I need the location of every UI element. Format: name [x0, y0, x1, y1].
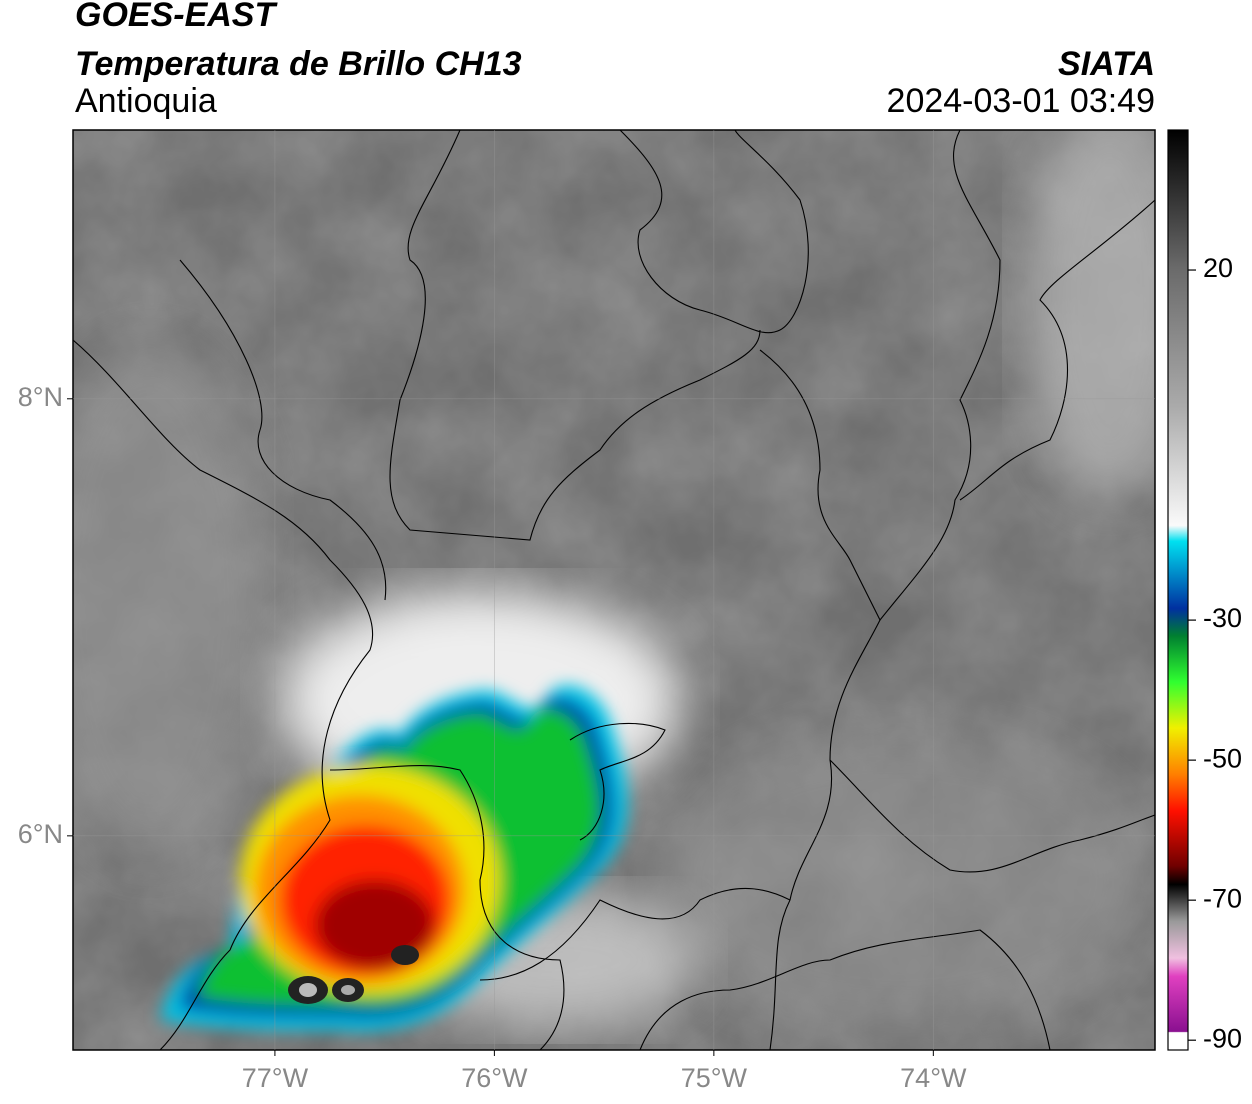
colorbar-tick-label: -50 [1203, 743, 1242, 773]
colorbar-tick-label: 20 [1203, 253, 1233, 283]
x-tick-label: 74°W [900, 1063, 967, 1093]
region: Antioquia [75, 82, 217, 120]
title: GOES-EAST [75, 0, 278, 34]
source: SIATA [1058, 45, 1155, 83]
map-image [73, 130, 1155, 1050]
datetime: 2024-03-01 03:49 [887, 82, 1155, 120]
colorbar-tick-label: -70 [1203, 883, 1242, 913]
x-tick-label: 77°W [242, 1063, 309, 1093]
x-tick-label: 76°W [461, 1063, 528, 1093]
y-tick-label: 6°N [18, 819, 63, 849]
x-tick-label: 75°W [681, 1063, 748, 1093]
colorbar-tick-label: -90 [1203, 1023, 1242, 1053]
y-tick-label: 8°N [18, 382, 63, 412]
map-frame [72, 129, 1156, 1051]
subtitle: Temperatura de Brillo CH13 [75, 45, 522, 83]
colorbar [1167, 129, 1189, 1051]
colorbar-tick-label: -30 [1203, 603, 1242, 633]
